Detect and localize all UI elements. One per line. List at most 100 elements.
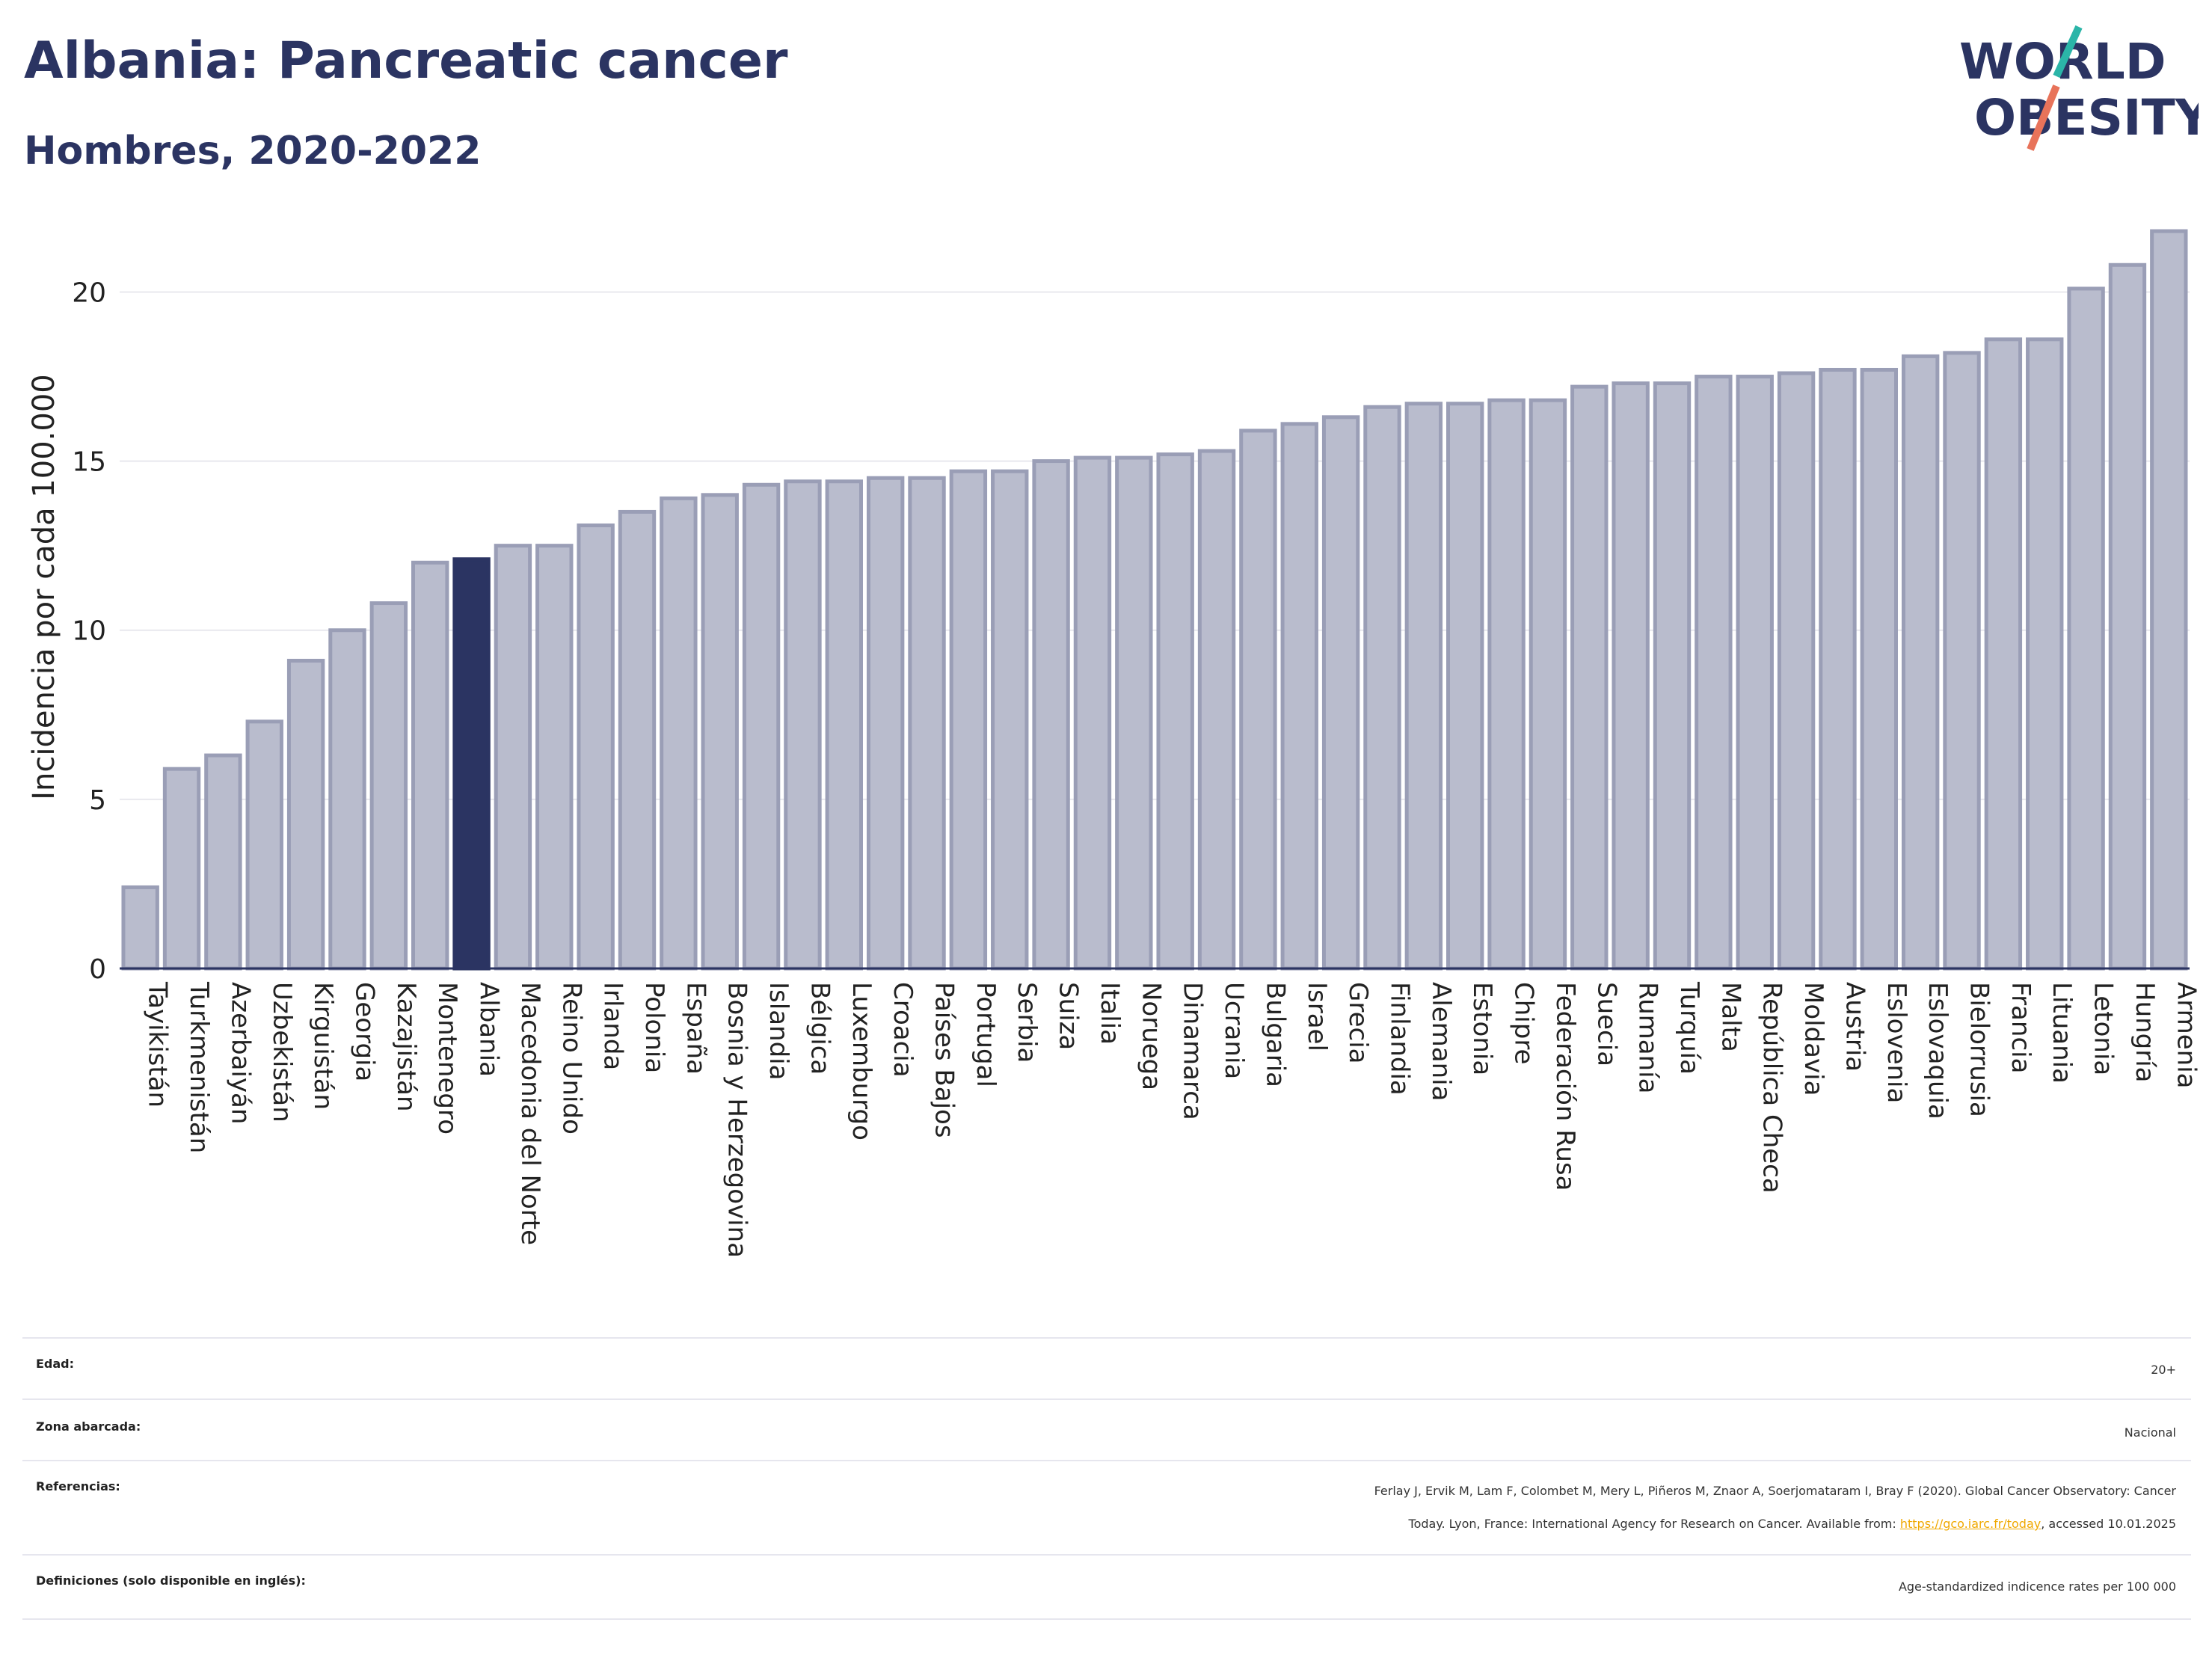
bar-kazajistán: [369, 601, 408, 971]
y-axis-label: Incidencia por cada 100.000: [27, 374, 61, 800]
x-tick-label: Grecia: [1343, 982, 1373, 1063]
x-tick-label: Bulgaria: [1260, 982, 1290, 1087]
bar-eslovenia: [1860, 367, 1898, 971]
bar-alemania: [1404, 402, 1443, 971]
x-tick-label: Chipre: [1509, 982, 1539, 1064]
info-row-references: Referencias: Ferlay J, Ervik M, Lam F, C…: [22, 1460, 2191, 1556]
bar-países-bajos: [908, 476, 946, 971]
world-obesity-logo: WORLD OBESITY: [1959, 25, 2199, 151]
bar-bosnia-y-herzegovina: [701, 493, 739, 971]
references-value: Ferlay J, Ervik M, Lam F, Colombet M, Me…: [1374, 1475, 2176, 1541]
bar-ucrania: [1197, 449, 1236, 971]
bar-grecia: [1321, 415, 1360, 971]
info-row-definitions: Definiciones (solo disponible en inglés)…: [22, 1554, 2191, 1620]
x-tick-label: Letonia: [2089, 982, 2119, 1075]
x-tick-label: Italia: [1095, 982, 1125, 1045]
x-tick-label: Rumanía: [1633, 982, 1663, 1093]
x-tick-label: Suecia: [1591, 982, 1621, 1066]
x-tick-label: Luxemburgo: [847, 982, 876, 1140]
age-value: 20+: [2151, 1363, 2176, 1377]
page-subtitle: Hombres, 2020-2022: [24, 129, 482, 174]
bar-chipre: [1487, 398, 1526, 971]
bar-israel: [1280, 422, 1318, 971]
references-link[interactable]: https://gco.iarc.fr/today: [1899, 1517, 2042, 1531]
axis-layer: 0 5 10 15 20 Tayikistán Turkmenistán Azerbaiyán…: [72, 277, 2201, 1258]
bar-chart: 0 5 10 15 20 Tayikistán Turkmenistán Azerbaiyán…: [27, 229, 2201, 1258]
x-tick-label: Reino Unido: [556, 982, 586, 1134]
bar-malta: [1695, 375, 1733, 971]
y-tick-label: 20: [72, 277, 106, 308]
bar-letonia: [2067, 286, 2105, 971]
logo-accent-teal: [2053, 25, 2083, 79]
bar-bélgica: [784, 479, 822, 971]
x-tick-label: Islandia: [764, 982, 793, 1080]
x-tick-label: Dinamarca: [1178, 982, 1208, 1120]
x-tick-label: Ucrania: [1219, 982, 1249, 1079]
bar-moldavia: [1777, 371, 1816, 971]
x-tick-label: Eslovenia: [1881, 982, 1911, 1103]
age-label: Edad:: [36, 1357, 75, 1371]
x-tick-label: Noruega: [1136, 982, 1166, 1090]
y-tick-label: 10: [72, 616, 106, 647]
zone-value: Nacional: [2124, 1425, 2176, 1440]
bar-turkmenistán: [162, 767, 201, 971]
x-tick-label: Bélgica: [805, 982, 835, 1075]
x-tick-label: Macedonia del Norte: [515, 982, 545, 1245]
x-tick-label: Georgia: [349, 982, 379, 1081]
bar-reino-unido: [535, 544, 574, 971]
page-title: Albania: Pancreatic cancer: [24, 31, 788, 90]
x-tick-label: Armenia: [2171, 982, 2201, 1089]
x-tick-label: Turkmenistán: [184, 981, 214, 1153]
bar-georgia: [328, 628, 366, 971]
bar-uzbekistán: [245, 719, 283, 971]
x-tick-label: Kazajistán: [391, 982, 421, 1112]
x-tick-label: Serbia: [1012, 982, 1042, 1063]
x-tick-label: Croacia: [888, 982, 918, 1078]
bar-finlandia: [1363, 405, 1401, 971]
x-tick-label: Francia: [2006, 982, 2036, 1073]
x-tick-label: Estonia: [1467, 982, 1497, 1075]
x-tick-label: Malta: [1715, 982, 1745, 1052]
bar-macedonia-del-norte: [494, 544, 532, 971]
x-tick-label: Polonia: [639, 982, 669, 1073]
zone-label: Zona abarcada:: [36, 1419, 141, 1434]
x-tick-label: Portugal: [971, 982, 1001, 1087]
x-tick-label: Países Bajos: [930, 982, 959, 1138]
x-tick-label: Hungría: [2130, 982, 2160, 1083]
bar-estonia: [1446, 402, 1484, 971]
bar-montenegro: [411, 560, 449, 971]
bar-luxemburgo: [825, 479, 863, 971]
x-tick-label: República Checa: [1757, 982, 1787, 1194]
bar-albania: [452, 557, 491, 971]
logo-accent-coral: [2027, 85, 2060, 151]
bar-serbia: [991, 469, 1029, 971]
x-tick-label: Lituania: [2047, 982, 2077, 1084]
bar-hungría: [2108, 262, 2147, 971]
bar-dinamarca: [1156, 452, 1194, 971]
x-tick-label: Turquía: [1674, 981, 1704, 1075]
x-tick-label: España: [681, 982, 710, 1075]
x-tick-label: Kirguistán: [308, 982, 338, 1110]
references-line2-post: , accessed 10.01.2025: [2041, 1517, 2176, 1531]
x-tick-label: Austria: [1840, 982, 1870, 1072]
bar-noruega: [1115, 455, 1153, 971]
bar-lituania: [2026, 337, 2064, 971]
x-tick-label: Israel: [1302, 982, 1332, 1051]
bar-layer: [121, 229, 2188, 971]
bar-austria: [1819, 367, 1857, 971]
bar-islandia: [742, 482, 781, 971]
references-line2-pre: Today. Lyon, France: International Agenc…: [1408, 1517, 1900, 1531]
bar-kirguistán: [286, 658, 325, 971]
x-tick-label: Azerbaiyán: [225, 982, 255, 1124]
x-tick-label: Alemania: [1426, 982, 1456, 1101]
references-line2: Today. Lyon, France: International Agenc…: [1374, 1508, 2176, 1541]
bar-españa: [660, 496, 698, 971]
bar-suiza: [1032, 459, 1070, 971]
bar-bielorrusia: [1943, 351, 1981, 971]
bar-bulgaria: [1239, 429, 1277, 971]
x-tick-label: Suiza: [1054, 982, 1084, 1050]
logo-line2: OBESITY: [1974, 89, 2199, 147]
y-tick-label: 15: [72, 447, 106, 478]
x-tick-label: Uzbekistán: [267, 982, 297, 1123]
info-row-zone: Zona abarcada: Nacional: [22, 1398, 2191, 1461]
